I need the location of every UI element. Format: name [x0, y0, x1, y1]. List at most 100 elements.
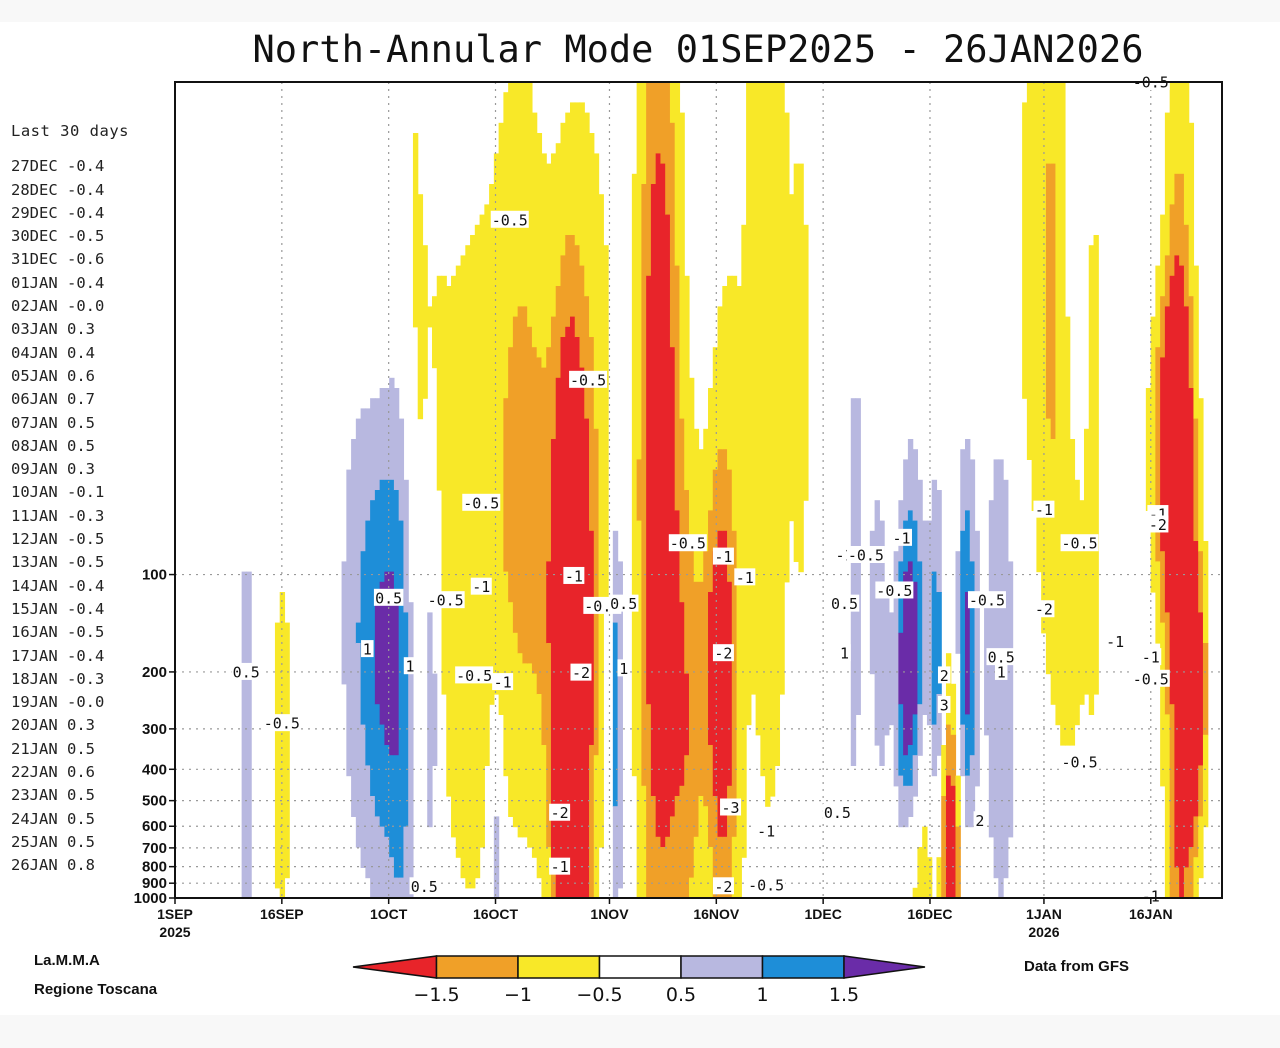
heatmap-cell — [1145, 388, 1152, 511]
heatmap-cell — [1164, 255, 1171, 307]
heatmap-cell — [570, 235, 576, 318]
heatmap-cell — [674, 510, 681, 797]
heatmap-cell — [389, 755, 395, 858]
heatmap-cell — [598, 194, 604, 848]
heatmap-cell — [479, 214, 485, 848]
contour-label-box — [838, 644, 851, 662]
last-30-days-panel: Last 30 days 27DEC -0.4 28DEC -0.4 29DEC -… — [11, 120, 129, 878]
heatmap-cell — [922, 826, 928, 898]
daily-index-date: 31DEC — [11, 250, 58, 269]
heatmap-cell — [945, 775, 952, 898]
heatmap-cell — [708, 745, 714, 848]
heatmap-cell — [565, 326, 571, 898]
colorbar-segment — [517, 955, 601, 979]
heatmap-cell — [527, 326, 533, 664]
heatmap-cell — [1193, 418, 1199, 542]
contour-label: -1 — [757, 822, 775, 840]
heatmap-cell — [1179, 265, 1185, 898]
colorbar-segment — [680, 955, 764, 979]
contour-label-box — [1060, 753, 1099, 771]
contour-label: -3 — [722, 799, 740, 817]
heatmap-cell — [1164, 112, 1171, 256]
colorbar-label: −0.5 — [576, 984, 622, 1006]
heatmap-cell — [1164, 612, 1171, 715]
daily-index-date: 10JAN — [11, 483, 58, 502]
heatmap-cell — [560, 122, 566, 256]
colorbar-label: −1 — [504, 984, 532, 1006]
heatmap-cell — [717, 306, 723, 450]
heatmap-cell — [974, 530, 980, 787]
heatmap-cell — [912, 449, 919, 522]
heatmap-cell — [903, 459, 909, 522]
daily-index-row: 27DEC -0.4 — [11, 155, 129, 178]
heatmap-cell — [517, 653, 524, 838]
heatmap-cell — [527, 82, 533, 328]
heatmap-cell — [650, 184, 657, 797]
daily-index-date: 06JAN — [11, 390, 58, 409]
heatmap-cell — [451, 275, 457, 838]
heatmap-cell — [1193, 541, 1199, 817]
heatmap-cell — [493, 153, 500, 695]
contour-label: -2 — [714, 645, 732, 663]
y-tick-label: 1000 — [134, 890, 167, 907]
heatmap-cell — [541, 367, 547, 746]
daily-index-row: 04JAN 0.4 — [11, 342, 129, 365]
heatmap-cell — [903, 755, 909, 787]
heatmap-cell — [636, 520, 642, 898]
y-tick-label: 500 — [142, 793, 167, 810]
heatmap-cell — [1202, 734, 1209, 828]
heatmap-cell — [374, 490, 381, 603]
heatmap-cell — [360, 551, 366, 726]
heatmap-cell — [793, 163, 800, 562]
heatmap-cell — [522, 82, 528, 307]
heatmap-cell — [727, 785, 733, 898]
heatmap-cell — [1183, 82, 1190, 226]
heatmap-cell — [379, 388, 385, 481]
daily-index-value: -0.5 — [57, 227, 105, 246]
heatmap-cell — [565, 112, 571, 236]
heatmap-cell — [393, 755, 400, 879]
heatmap-cell — [869, 530, 876, 675]
daily-index-row: 07JAN 0.5 — [11, 412, 129, 435]
heatmap-cell — [370, 796, 376, 898]
contour-label-box — [846, 545, 885, 563]
heatmap-cell — [546, 163, 552, 348]
contour-label: -1 — [472, 578, 490, 596]
contour-label: -2 — [714, 878, 732, 896]
heatmap-cell — [417, 194, 424, 420]
x-tick-label: 1DEC — [804, 906, 841, 922]
heatmap-cell — [355, 643, 362, 848]
contour-label-box — [668, 534, 707, 552]
contour-label: -0.5 — [264, 715, 300, 733]
heatmap-cell — [1069, 439, 1076, 746]
heatmap-cell — [1193, 816, 1199, 858]
heatmap-cell — [241, 571, 247, 898]
heatmap-cell — [727, 581, 733, 787]
heatmap-cell — [503, 398, 509, 573]
heatmap-cell — [641, 785, 647, 898]
contour-label-box — [470, 577, 492, 595]
contour-label-box — [361, 640, 374, 658]
heatmap-cell — [984, 602, 990, 736]
heatmap-cell — [917, 847, 923, 898]
heatmap-cell — [346, 469, 352, 777]
heatmap-cell — [550, 153, 557, 318]
heatmap-cell — [365, 408, 371, 522]
contour-label-box — [1033, 500, 1055, 518]
contour-label-box — [720, 798, 742, 816]
heatmap-cell — [765, 82, 771, 807]
heatmap-cell — [579, 265, 585, 369]
contour-label-box — [734, 568, 756, 586]
daily-index-date: 19JAN — [11, 693, 58, 712]
contour-label: 1 — [406, 658, 415, 676]
heatmap-cell — [665, 836, 671, 898]
heatmap-cell — [1045, 163, 1052, 420]
heatmap-cell — [712, 347, 719, 471]
contour-label-box — [1104, 632, 1126, 650]
heatmap-cell — [669, 122, 676, 348]
daily-index-date: 26JAN — [11, 856, 58, 875]
heatmap-cell — [1160, 622, 1166, 787]
contour-label: 2 — [940, 667, 949, 685]
contour-label: -1 — [1035, 501, 1053, 519]
contour-label: 0.5 — [610, 595, 637, 613]
